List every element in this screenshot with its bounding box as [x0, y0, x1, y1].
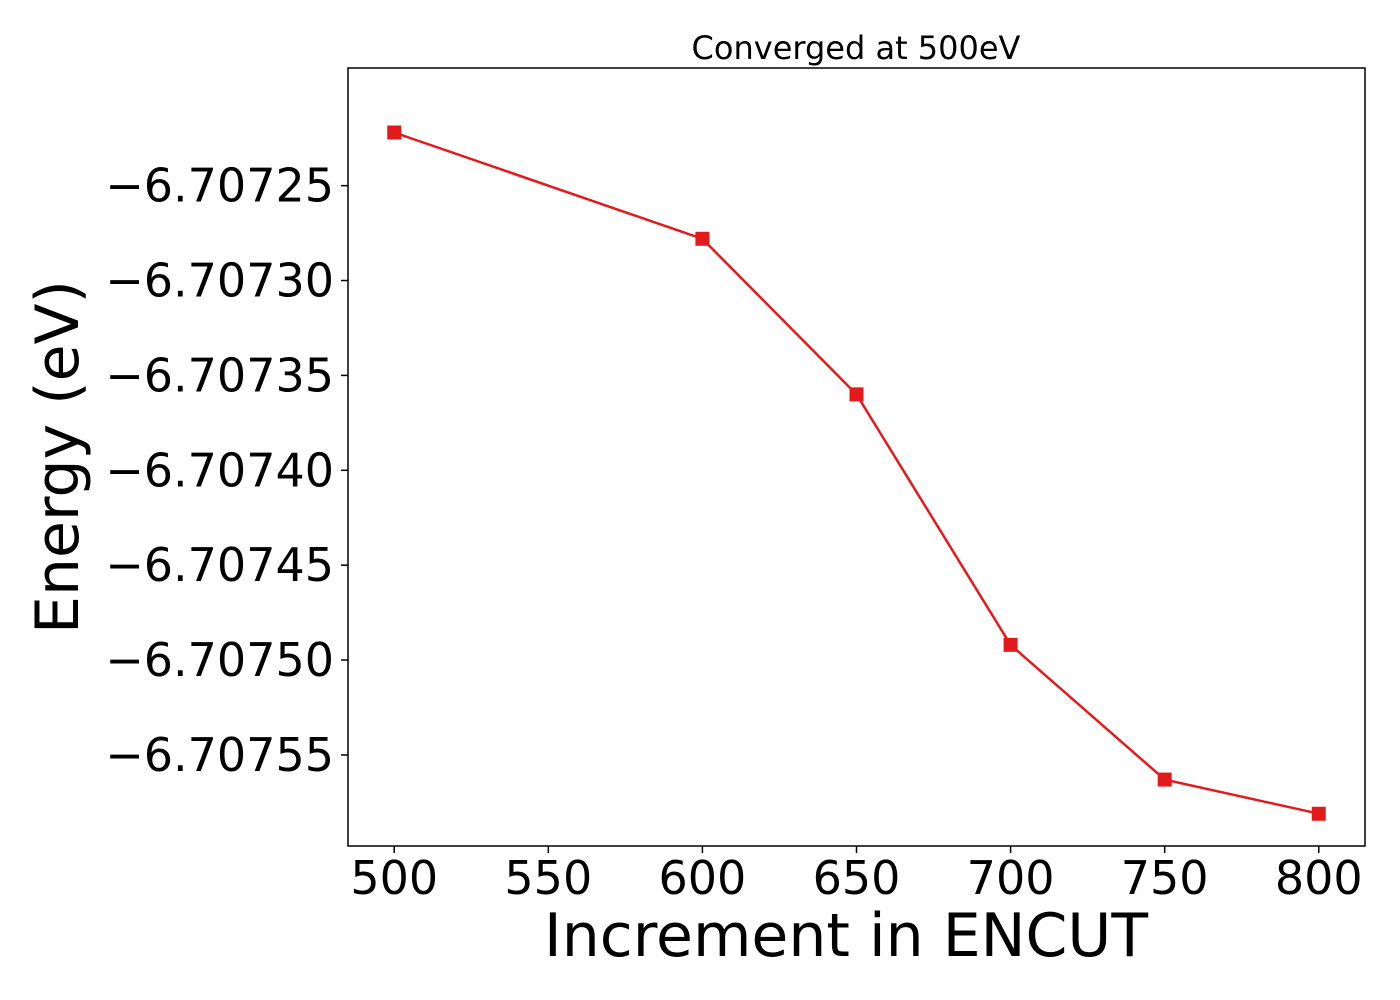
x-tick-label: 650	[813, 851, 901, 905]
data-point-marker	[1311, 806, 1326, 821]
y-tick-label: −6.70740	[105, 443, 334, 497]
data-point-marker	[1157, 772, 1172, 787]
data-point-marker	[1003, 637, 1018, 652]
data-point-marker	[695, 231, 710, 246]
data-point-marker	[387, 125, 402, 140]
x-tick-label: 600	[659, 851, 747, 905]
series-layer	[387, 125, 1326, 821]
y-tick-label: −6.70730	[105, 254, 334, 308]
y-tick-label: −6.70735	[105, 348, 334, 402]
x-tick-label: 500	[350, 851, 438, 905]
y-tick-label: −6.70725	[105, 159, 334, 213]
chart-title: Converged at 500eV	[692, 29, 1021, 67]
y-tick-label: −6.70750	[105, 633, 334, 687]
x-tick-label: 750	[1121, 851, 1209, 905]
y-axis-label: Energy (eV)	[23, 280, 93, 634]
y-tick-label: −6.70745	[105, 538, 334, 592]
x-tick-label: 700	[967, 851, 1055, 905]
plot-frame	[347, 67, 1366, 847]
y-axis: −6.70725 −6.70730 −6.70735 −6.70740 −6.70745…	[105, 159, 348, 782]
series-line	[393, 131, 1320, 815]
x-axis: 500 550 600 650 700 750 800	[350, 846, 1363, 905]
x-tick-label: 800	[1275, 851, 1363, 905]
x-tick-label: 550	[504, 851, 592, 905]
data-point-marker	[849, 387, 864, 402]
y-tick-label: −6.70755	[105, 728, 334, 782]
x-axis-label: Increment in ENCUT	[544, 901, 1148, 971]
